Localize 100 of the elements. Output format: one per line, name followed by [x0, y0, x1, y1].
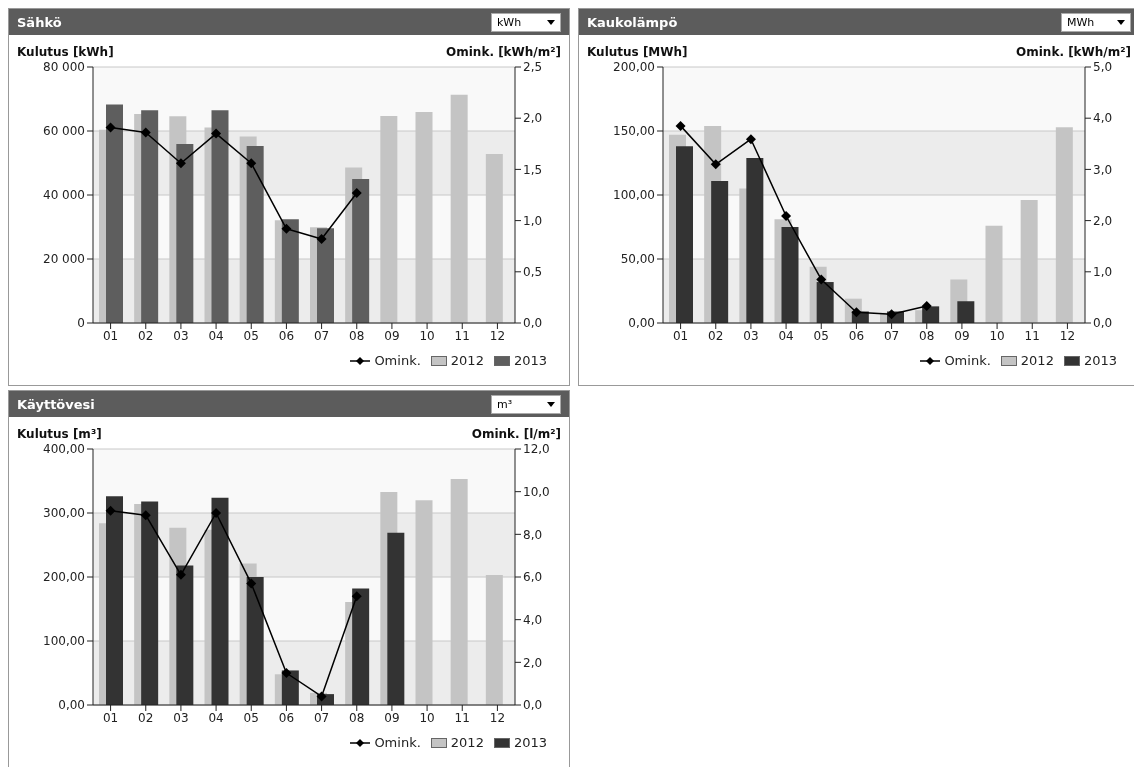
x-tick-label: 02 — [138, 710, 154, 725]
point — [246, 158, 257, 169]
x-tick-label: 03 — [743, 328, 759, 343]
unit-select-field: m³ — [491, 394, 561, 414]
y-tick-label: 40 000 — [43, 188, 85, 203]
y-axis-title: Kulutus [MWh] — [587, 45, 688, 59]
y-tick-label: 200,00 — [43, 570, 85, 585]
point — [175, 158, 186, 169]
bar — [957, 301, 975, 323]
legend-label: 2013 — [513, 735, 547, 750]
y2-axis-title: Omink. [kWh/m²] — [1016, 45, 1131, 59]
y-tick-label: 100,00 — [43, 634, 85, 649]
point — [105, 122, 116, 133]
x-tick-label: 12 — [489, 710, 506, 725]
x-tick-label: 10 — [419, 710, 435, 725]
x-tick-label: 01 — [102, 710, 119, 725]
y-tick-label: 0,00 — [628, 316, 655, 331]
x-tick-label: 04 — [208, 328, 224, 343]
y2-tick-label: 1,0 — [1093, 265, 1113, 280]
chart-title: Käyttövesi — [17, 396, 95, 412]
bar — [387, 532, 405, 705]
bar — [317, 228, 334, 323]
x-tick-label: 08 — [349, 710, 365, 725]
x-tick-label: 06 — [278, 710, 295, 725]
y2-tick-label: 1,5 — [523, 162, 543, 177]
legend-label: Omink. — [374, 353, 421, 368]
bar — [106, 104, 123, 323]
x-tick-label: 05 — [813, 328, 829, 343]
y-tick-label: 20 000 — [43, 252, 85, 267]
legend-label: 2012 — [450, 735, 484, 750]
point — [816, 274, 827, 285]
bar — [352, 179, 370, 323]
y2-tick-label: 2,5 — [523, 60, 543, 75]
y2-tick-label: 8,0 — [523, 527, 543, 542]
y-tick-label: 200,00 — [613, 60, 655, 75]
bar — [106, 496, 123, 705]
x-tick-label: 05 — [243, 710, 259, 725]
legend-label: 2013 — [513, 353, 547, 368]
y-axis-title: Kulutus [kWh] — [17, 45, 114, 59]
x-tick-label: 01 — [102, 328, 119, 343]
y2-tick-label: 12,0 — [523, 442, 550, 457]
y2-tick-label: 0,5 — [523, 265, 543, 280]
y2-tick-label: 0,0 — [1093, 316, 1113, 331]
y-tick-label: 50,00 — [620, 252, 655, 267]
bar — [281, 219, 299, 323]
point — [175, 569, 186, 580]
x-tick-label: 11 — [1024, 328, 1040, 343]
bar — [141, 110, 159, 323]
y2-tick-label: 2,0 — [523, 111, 543, 126]
x-tick-label: 10 — [989, 328, 1005, 343]
x-tick-label: 09 — [954, 328, 970, 343]
x-tick-label: 07 — [313, 710, 330, 725]
point — [140, 127, 151, 138]
point — [351, 591, 362, 602]
y-axis-title: Kulutus [m³] — [17, 427, 102, 441]
y2-axis-title: Omink. [kWh/m²] — [446, 45, 561, 59]
y2-tick-label: 6,0 — [523, 570, 543, 585]
chart-subtitle: kWh — [497, 15, 522, 29]
x-tick-label: 06 — [278, 328, 295, 343]
y2-tick-label: 0,0 — [523, 698, 543, 713]
x-tick-label: 11 — [454, 710, 470, 725]
point — [246, 578, 257, 589]
bar — [141, 501, 159, 705]
x-tick-label: 04 — [208, 710, 224, 725]
y2-tick-label: 5,0 — [1093, 60, 1113, 75]
y2-tick-label: 3,0 — [1093, 162, 1113, 177]
y2-tick-label: 10,0 — [523, 484, 550, 499]
legend-label: Omink. — [944, 353, 991, 368]
chart-title: Kaukolämpö — [587, 14, 678, 30]
y-tick-label: 400,00 — [43, 442, 85, 457]
point — [281, 223, 292, 234]
point — [140, 510, 151, 521]
x-tick-label: 01 — [672, 328, 689, 343]
y2-tick-label: 4,0 — [523, 612, 543, 627]
y2-axis-title: Omink. [l/m²] — [471, 427, 561, 441]
bar — [816, 282, 834, 323]
x-tick-label: 07 — [313, 328, 330, 343]
y2-tick-label: 2,0 — [1093, 213, 1113, 228]
bar — [211, 110, 229, 323]
x-tick-label: 11 — [454, 328, 470, 343]
bar — [746, 157, 764, 323]
x-tick-label: 09 — [384, 328, 400, 343]
y-tick-label: 100,00 — [613, 188, 655, 203]
x-tick-label: 03 — [173, 328, 189, 343]
point — [921, 301, 932, 312]
point — [781, 210, 792, 221]
bar — [781, 227, 799, 323]
y-tick-label: 0,00 — [58, 698, 85, 713]
point — [281, 668, 292, 678]
bar — [352, 588, 370, 705]
x-tick-label: 06 — [848, 328, 865, 343]
bar — [176, 144, 194, 323]
y-tick-label: 0 — [77, 316, 85, 331]
legend-label: 2012 — [1020, 353, 1054, 368]
y-tick-label: 60 000 — [43, 124, 85, 139]
y-tick-label: 150,00 — [613, 124, 655, 139]
x-tick-label: 07 — [883, 328, 900, 343]
legend-label: 2012 — [450, 353, 484, 368]
chart-title: Sähkö — [17, 14, 62, 30]
x-tick-label: 04 — [778, 328, 794, 343]
